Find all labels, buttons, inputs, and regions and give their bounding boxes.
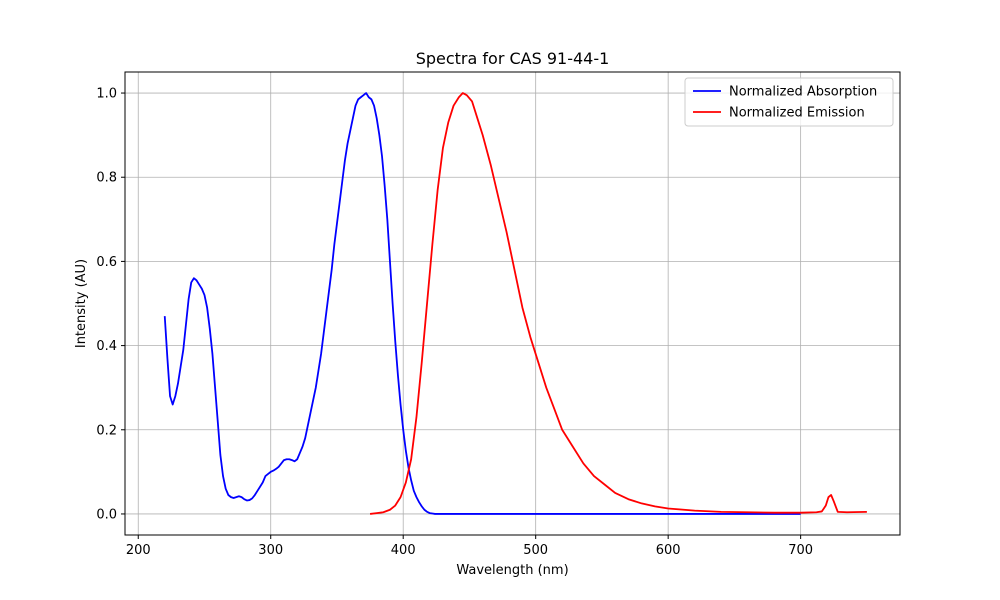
series-line-absorption (163, 92, 801, 515)
legend-box (684, 77, 894, 127)
x-tick-label: 600 (656, 543, 681, 558)
y-tick-label: 0.0 (96, 507, 117, 522)
x-axis-ticks: 200 300 400 500 600 700 (126, 535, 813, 558)
legend-entry: Normalized Absorption (729, 85, 877, 100)
y-tick-label: 0.4 (96, 339, 117, 354)
y-tick-label: 1.0 (96, 87, 117, 102)
x-tick-label: 300 (258, 543, 283, 558)
y-tick-label: 0.6 (96, 255, 117, 270)
legend: Normalized Absorption Normalized Emission (684, 77, 894, 127)
x-tick-label: 700 (788, 543, 813, 558)
y-tick-label: 0.2 (96, 423, 117, 438)
grid (125, 72, 900, 535)
chart-title: Spectra for CAS 91-44-1 (416, 49, 610, 68)
x-tick-label: 200 (126, 543, 151, 558)
plot-frame (124, 71, 901, 536)
y-axis-label: Intensity (AU) (74, 259, 89, 348)
series-line-emission (369, 92, 867, 515)
x-tick-label: 500 (523, 543, 548, 558)
x-axis-label: Wavelength (nm) (456, 563, 568, 578)
y-tick-label: 0.8 (96, 171, 117, 186)
series-layer (163, 92, 867, 515)
x-tick-label: 400 (391, 543, 416, 558)
y-axis-ticks: 0.0 0.2 0.4 0.6 0.8 1.0 (96, 87, 125, 522)
legend-entry: Normalized Emission (729, 106, 865, 121)
